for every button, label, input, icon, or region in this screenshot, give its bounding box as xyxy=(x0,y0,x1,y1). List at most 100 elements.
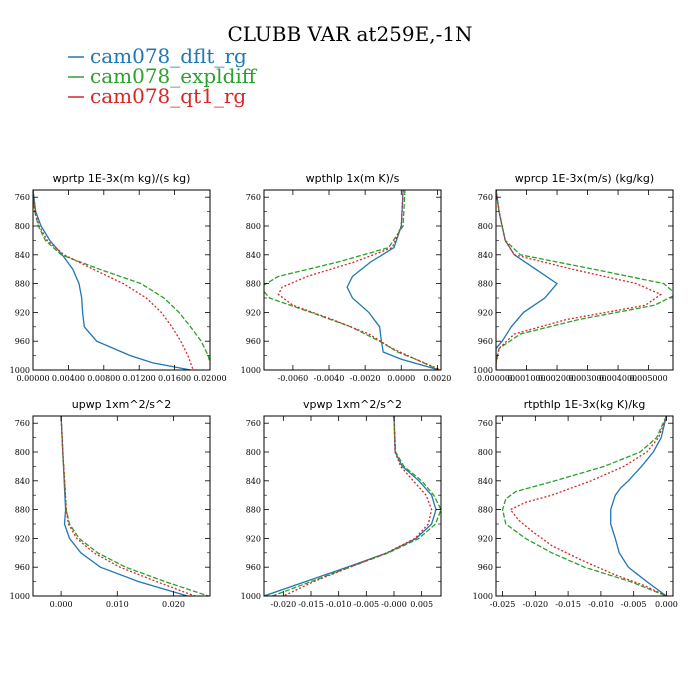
chart-panel: wprtp 1E-3x(m kg)/(s kg) 760 800 840 880 920 9… xyxy=(10,172,227,383)
x-tick-label: -0.005 xyxy=(621,600,647,609)
series-line xyxy=(33,190,194,370)
legend-label: cam078_dflt_rg xyxy=(90,44,247,68)
series-line xyxy=(60,416,209,596)
x-tick-label: 0.0000 xyxy=(387,374,415,383)
series-line xyxy=(496,190,673,370)
figure-title: CLUBB VAR at259E,-1N xyxy=(227,22,472,46)
legend-item: cam078_expldiff xyxy=(68,64,258,88)
y-tick-label: 920 xyxy=(246,534,261,543)
series-line xyxy=(264,416,437,596)
legend-item: cam078_dflt_rg xyxy=(68,44,247,68)
legend-item: cam078_qt1_rg xyxy=(68,84,246,108)
y-tick-label: 840 xyxy=(15,251,30,260)
x-tick-label: 0.001000 xyxy=(507,374,545,383)
series-line xyxy=(264,190,440,370)
x-tick-label: 0.000 xyxy=(50,600,73,609)
series-line xyxy=(272,416,441,596)
y-tick-label: 880 xyxy=(246,506,261,515)
y-tick-label: 880 xyxy=(15,506,30,515)
x-tick-label: 0.020 xyxy=(162,600,185,609)
y-tick-label: 800 xyxy=(15,448,30,457)
x-tick-label: -0.000 xyxy=(381,600,407,609)
panel-title: wpthlp 1x(m K)/s xyxy=(306,172,400,185)
series-line xyxy=(60,416,188,596)
legend-label: cam078_qt1_rg xyxy=(90,84,246,108)
y-tick-label: 800 xyxy=(478,448,493,457)
y-tick-label: 760 xyxy=(15,193,30,202)
y-tick-label: 800 xyxy=(15,222,30,231)
series-line xyxy=(496,190,558,370)
y-tick-label: 960 xyxy=(246,563,261,572)
x-tick-label: -0.025 xyxy=(490,600,516,609)
series-line xyxy=(496,190,663,370)
x-tick-label: 0.005 xyxy=(410,600,433,609)
x-tick-label: -0.010 xyxy=(326,600,352,609)
panel-title: rtpthlp 1E-3x(kg K)/kg xyxy=(524,398,646,411)
x-tick-label: 0.005000 xyxy=(630,374,668,383)
x-tick-label: 0.01600 xyxy=(158,374,191,383)
x-tick-label: 0.02000 xyxy=(193,374,226,383)
y-tick-label: 800 xyxy=(246,448,261,457)
chart-panel: vpwp 1xm^2/s^2 760 800 840 880 920 960 1000 -0.0… xyxy=(241,398,442,609)
y-tick-label: 960 xyxy=(478,337,493,346)
y-tick-label: 760 xyxy=(246,419,261,428)
legend-label: cam078_expldiff xyxy=(90,64,258,88)
y-tick-label: 1000 xyxy=(10,592,30,601)
y-tick-label: 840 xyxy=(478,477,493,486)
y-tick-label: 760 xyxy=(478,193,493,202)
x-tick-label: -0.015 xyxy=(555,600,581,609)
x-tick-label: 0.00400 xyxy=(52,374,85,383)
y-tick-label: 800 xyxy=(478,222,493,231)
y-tick-label: 920 xyxy=(246,308,261,317)
x-tick-label: 0.000000 xyxy=(477,374,515,383)
series-line xyxy=(283,416,433,596)
y-tick-label: 1000 xyxy=(473,366,493,375)
series-line xyxy=(60,416,196,596)
y-tick-label: 840 xyxy=(246,477,261,486)
y-tick-label: 920 xyxy=(478,308,493,317)
series-line xyxy=(346,190,440,370)
x-tick-label: 0.00000 xyxy=(16,374,49,383)
plot-frame xyxy=(495,189,674,371)
y-tick-label: 840 xyxy=(15,477,30,486)
plot-frame xyxy=(495,415,674,597)
chart-panel: upwp 1xm^2/s^2 760 800 840 880 920 960 1000 0.00… xyxy=(10,398,211,609)
panels: wprtp 1E-3x(m kg)/(s kg) 760 800 840 880 920 9… xyxy=(10,172,678,609)
y-tick-label: 920 xyxy=(15,534,30,543)
x-tick-label: 0.003000 xyxy=(568,374,606,383)
y-tick-label: 960 xyxy=(246,337,261,346)
x-tick-label: -0.020 xyxy=(271,600,297,609)
y-tick-label: 1000 xyxy=(473,592,493,601)
x-tick-label: 0.010 xyxy=(106,600,129,609)
series-line xyxy=(501,416,667,596)
series-line xyxy=(277,190,441,370)
chart-panel: rtpthlp 1E-3x(kg K)/kg 760 800 840 880 920 960… xyxy=(473,398,678,609)
panel-title: upwp 1xm^2/s^2 xyxy=(72,398,172,411)
x-tick-label: -0.0020 xyxy=(350,374,381,383)
chart-panel: wpthlp 1x(m K)/s 760 800 840 880 920 960 1000 -0… xyxy=(241,172,452,383)
panel-title: vpwp 1xm^2/s^2 xyxy=(303,398,402,411)
y-tick-label: 840 xyxy=(246,251,261,260)
plot-frame xyxy=(32,415,211,597)
x-tick-label: 0.00800 xyxy=(87,374,120,383)
y-tick-label: 840 xyxy=(478,251,493,260)
panel-title: wprtp 1E-3x(m kg)/(s kg) xyxy=(53,172,191,185)
x-tick-label: -0.015 xyxy=(298,600,324,609)
x-tick-label: 0.0020 xyxy=(423,374,451,383)
x-tick-label: 0.000 xyxy=(655,600,678,609)
x-tick-label: 0.01200 xyxy=(123,374,156,383)
y-tick-label: 960 xyxy=(15,563,30,572)
y-tick-label: 960 xyxy=(478,563,493,572)
series-line xyxy=(33,190,210,366)
y-tick-label: 920 xyxy=(15,308,30,317)
y-tick-label: 880 xyxy=(15,280,30,289)
legend: cam078_dflt_rg cam078_expldiff cam078_qt… xyxy=(68,44,258,108)
x-tick-label: -0.010 xyxy=(588,600,614,609)
panel-title: wprcp 1E-3x(m/s) (kg/kg) xyxy=(515,172,654,185)
plot-frame xyxy=(263,189,442,371)
chart-panel: wprcp 1E-3x(m/s) (kg/kg) 760 800 840 880 920 9… xyxy=(473,172,674,383)
y-tick-label: 1000 xyxy=(10,366,30,375)
y-tick-label: 760 xyxy=(478,419,493,428)
x-tick-label: -0.0060 xyxy=(278,374,309,383)
